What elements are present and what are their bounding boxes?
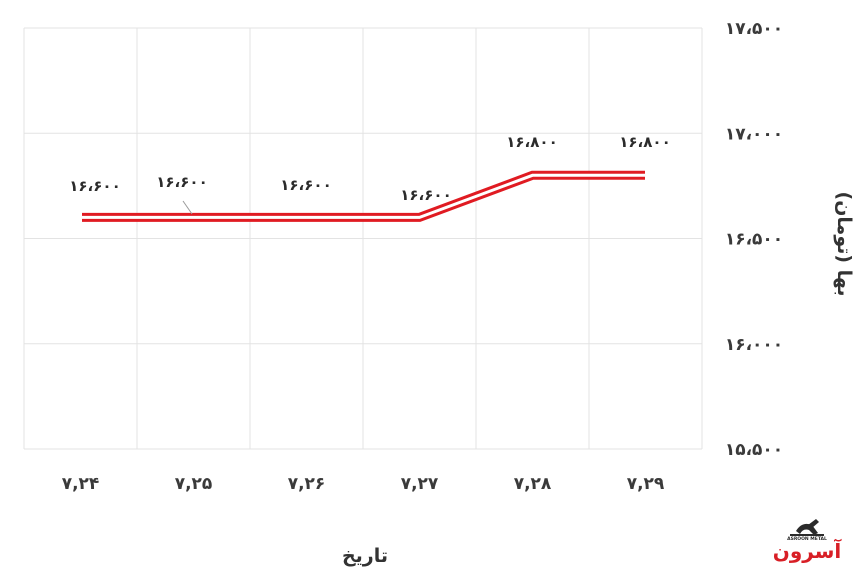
x-tick-label: ۷,۲۷	[401, 474, 439, 494]
y-tick-label: ۱۷،۰۰۰	[725, 124, 783, 144]
x-axis-title: تاریخ	[342, 545, 388, 567]
x-tick-label: ۷,۲۸	[514, 474, 552, 494]
data-label: ۱۶،۶۰۰	[280, 176, 331, 194]
svg-text:آسرون: آسرون	[773, 538, 843, 563]
x-tick-label: ۷,۲۵	[175, 474, 213, 494]
data-labels: ۱۶،۶۰۰ ۱۶،۶۰۰ ۱۶،۶۰۰ ۱۶،۶۰۰ ۱۶،۸۰۰ ۱۶،۸۰۰	[69, 133, 671, 215]
series-line-inner	[82, 173, 645, 219]
data-label: ۱۶،۸۰۰	[506, 133, 557, 151]
grid-lines	[23, 27, 703, 450]
x-axis-ticks: ۷,۲۴ ۷,۲۵ ۷,۲۶ ۷,۲۷ ۷,۲۸ ۷,۲۹	[62, 474, 665, 494]
x-tick-label: ۷,۲۴	[62, 474, 100, 494]
data-label: ۱۶،۶۰۰	[69, 177, 120, 195]
data-label: ۱۶،۶۰۰	[156, 173, 207, 191]
svg-text:ASROON METAL: ASROON METAL	[787, 536, 827, 542]
y-tick-label: ۱۶،۰۰۰	[725, 335, 783, 355]
y-tick-label: ۱۷،۵۰۰	[725, 19, 783, 39]
y-axis-ticks: ۱۵،۵۰۰ ۱۶،۰۰۰ ۱۶،۵۰۰ ۱۷،۰۰۰ ۱۷،۵۰۰	[725, 19, 783, 460]
y-axis-title: بها (تومان)	[833, 192, 855, 297]
data-label: ۱۶،۶۰۰	[400, 186, 451, 204]
asroon-logo: ASROON METAL آسرون	[773, 519, 843, 563]
y-tick-label: ۱۵،۵۰۰	[725, 440, 783, 460]
series-line	[81, 170, 646, 222]
y-tick-label: ۱۶،۵۰۰	[725, 230, 783, 250]
x-tick-label: ۷,۲۶	[288, 474, 326, 494]
x-tick-label: ۷,۲۹	[627, 474, 665, 494]
data-label: ۱۶،۸۰۰	[619, 133, 670, 151]
label-leader-line	[182, 200, 193, 215]
